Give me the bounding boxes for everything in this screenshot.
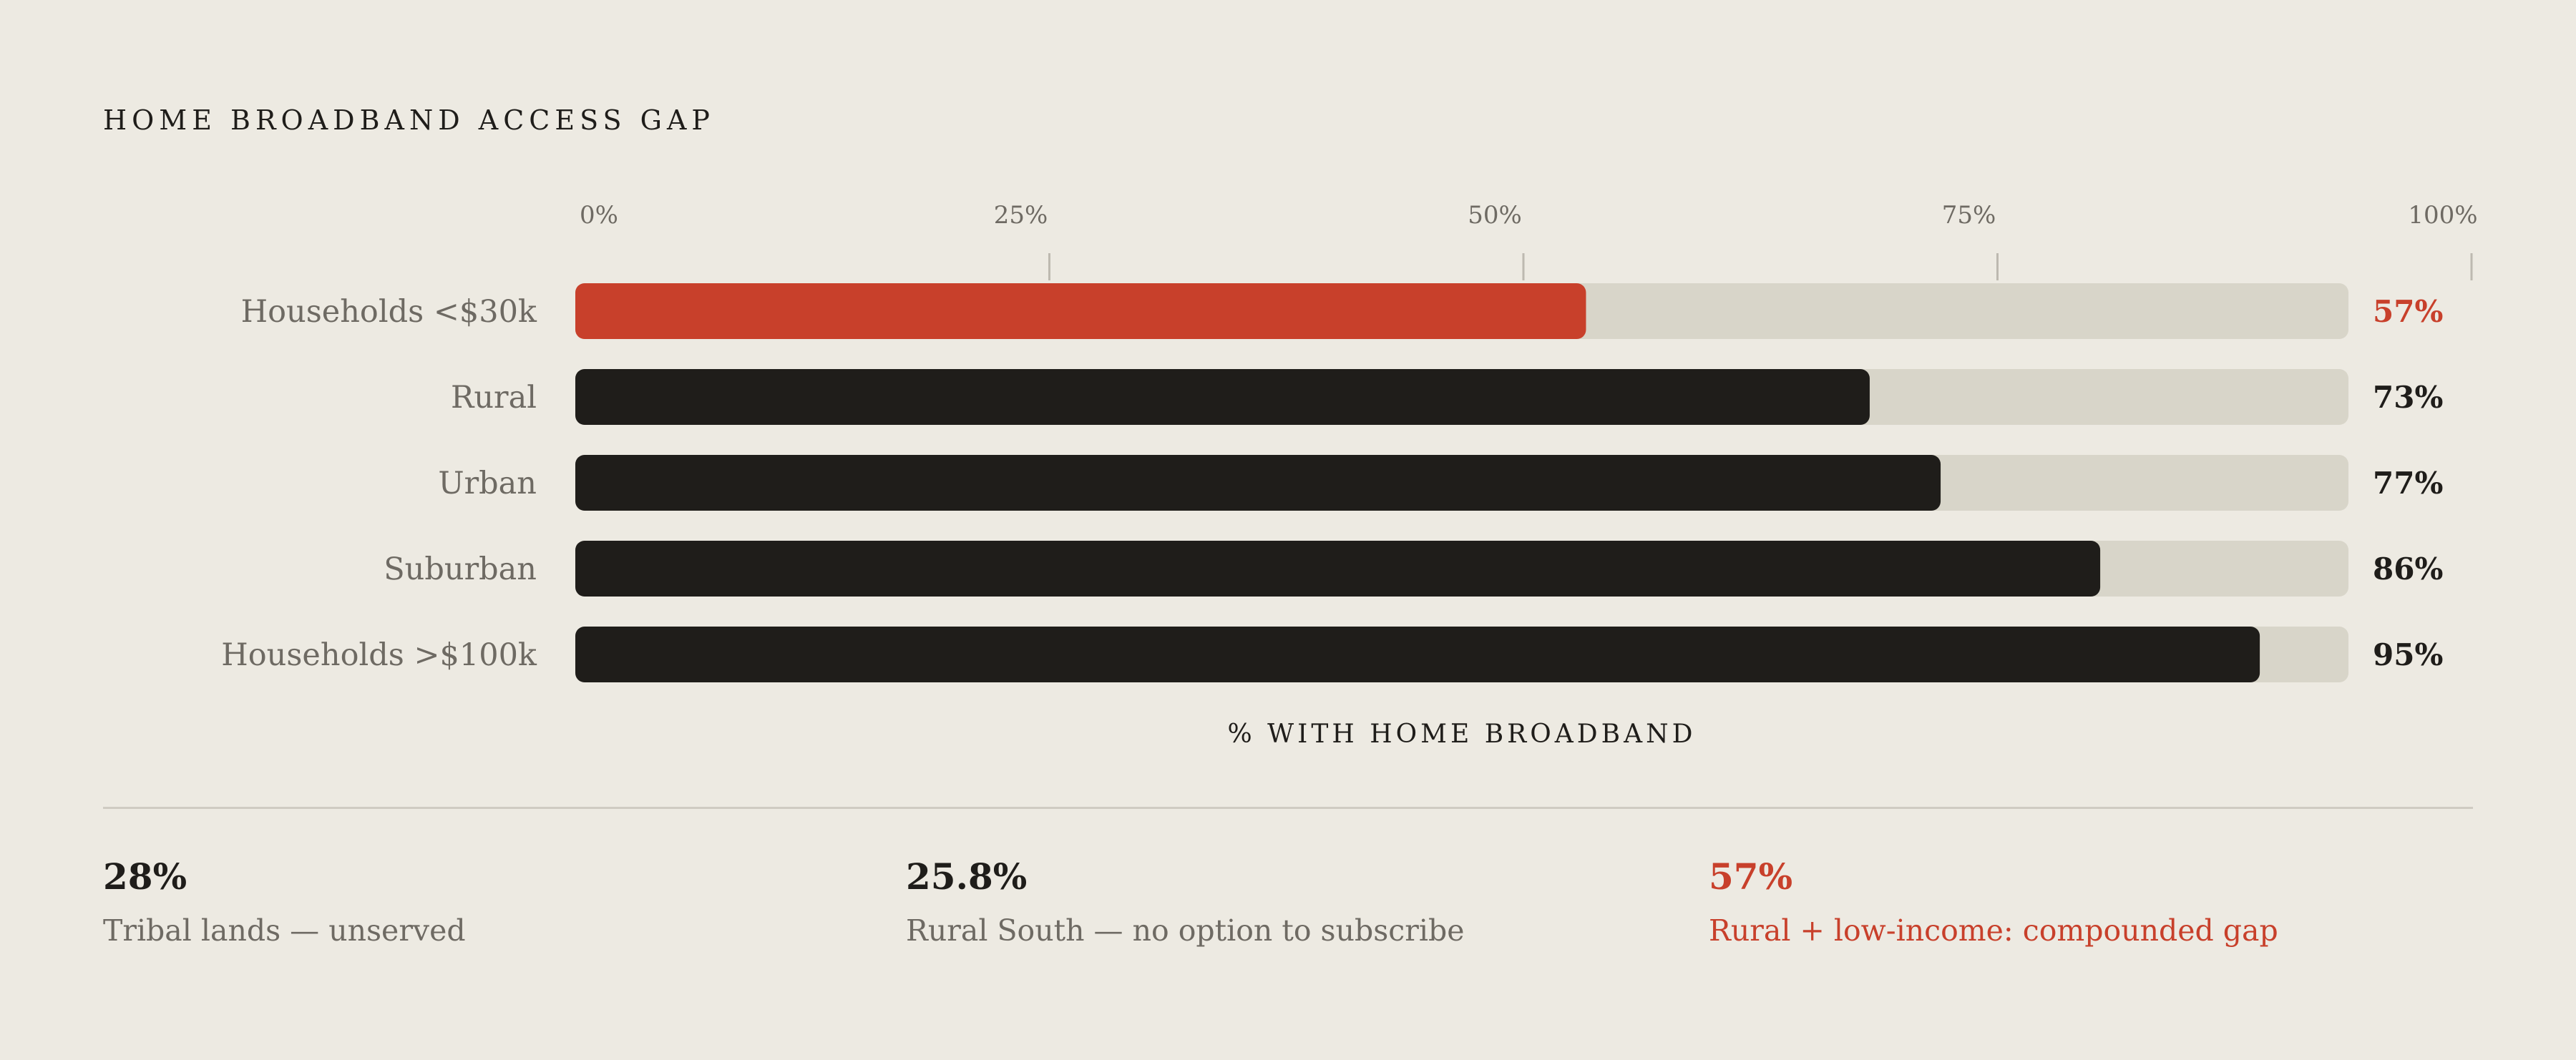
category-label: Suburban (384, 551, 537, 587)
category-label: Rural (451, 380, 537, 416)
stat-value: 57% (1709, 855, 1793, 898)
x-tick-label: 75% (1942, 201, 1996, 230)
stat-label: Rural + low-income: compounded gap (1709, 913, 2278, 948)
x-tick-label: 100% (2408, 201, 2477, 230)
bar (575, 455, 1941, 511)
x-axis-title: % WITH HOME BROADBAND (1228, 720, 1697, 749)
x-tick-label: 25% (994, 201, 1048, 230)
value-label: 77% (2373, 466, 2443, 501)
x-axis-ticks: 0% 25% 50% 75% 100% (580, 201, 2478, 280)
bar (575, 627, 2260, 682)
value-label: 95% (2373, 637, 2443, 672)
value-label: 86% (2373, 551, 2443, 587)
stat-value: 28% (103, 855, 187, 898)
section-divider (103, 807, 2473, 809)
category-label: Urban (438, 466, 537, 501)
category-label: Households <$30k (241, 294, 537, 330)
x-tick-label: 50% (1468, 201, 1522, 230)
stat-compounded-gap: 57% Rural + low-income: compounded gap (1709, 855, 2278, 948)
value-label: 73% (2373, 380, 2443, 415)
stat-label: Tribal lands — unserved (103, 913, 466, 948)
x-tick-label: 0% (580, 201, 618, 230)
value-label: 57% (2373, 294, 2443, 329)
stat-value: 25.8% (906, 855, 1028, 898)
chart-title: HOME BROADBAND ACCESS GAP (103, 104, 715, 136)
bar (575, 283, 1586, 339)
category-label: Households >$100k (221, 637, 537, 673)
bars: Households <$30k 57% Rural 73% Urban 77% Subur… (221, 283, 2443, 682)
bar (575, 541, 2101, 597)
stat-tribal-lands: 28% Tribal lands — unserved (103, 855, 466, 948)
stat-label: Rural South — no option to subscribe (906, 913, 1465, 948)
bar-chart: 0% 25% 50% 75% 100% Households <$30k 57% Rural… (221, 201, 2478, 749)
bar (575, 369, 1870, 425)
stat-rural-south: 25.8% Rural South — no option to subscri… (906, 855, 1464, 948)
